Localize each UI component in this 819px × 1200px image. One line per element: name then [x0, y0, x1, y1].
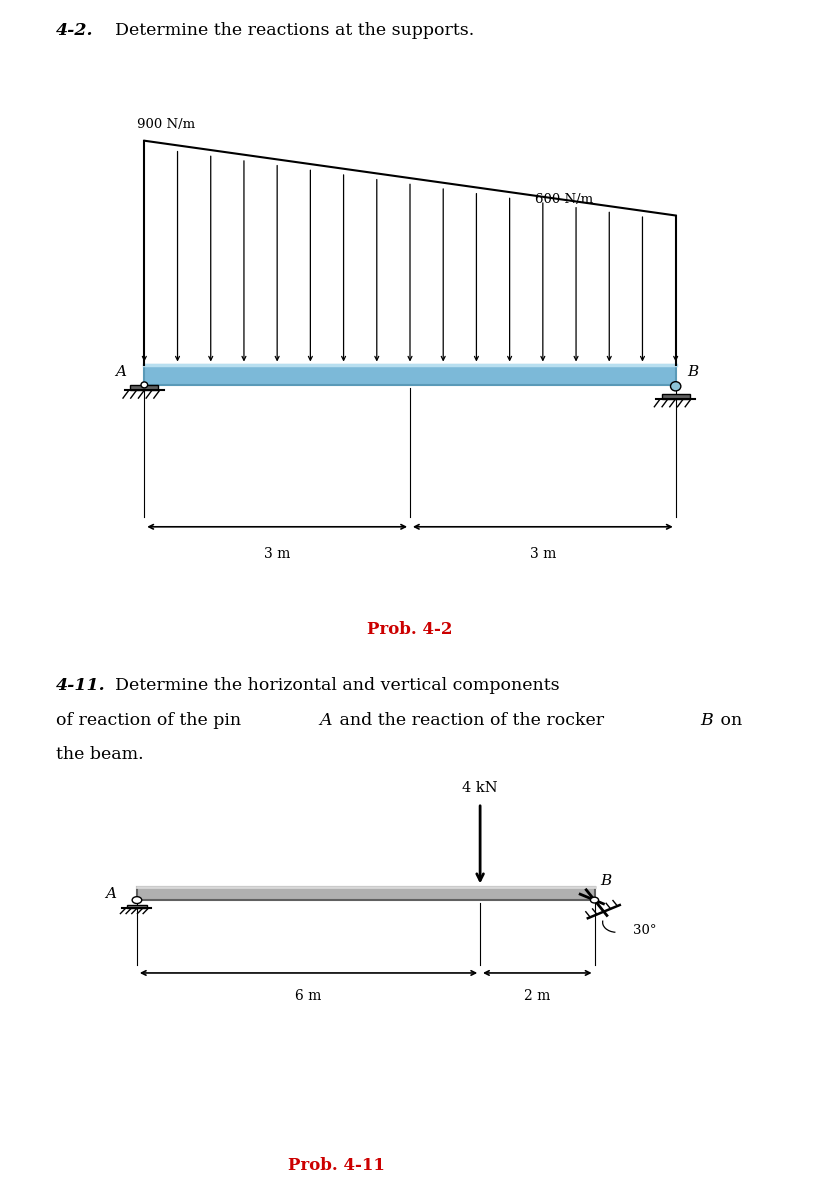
Text: A: A	[105, 887, 116, 901]
Text: Determine the reactions at the supports.: Determine the reactions at the supports.	[103, 22, 473, 38]
Text: on: on	[714, 712, 741, 728]
Text: B: B	[600, 875, 611, 888]
Text: the beam.: the beam.	[56, 746, 143, 763]
Text: B: B	[686, 365, 697, 379]
Text: 6 m: 6 m	[295, 989, 321, 1003]
Text: 2 m: 2 m	[523, 989, 550, 1003]
Circle shape	[590, 898, 598, 902]
Text: 3 m: 3 m	[264, 547, 290, 560]
Text: Prob. 4-11: Prob. 4-11	[287, 1157, 384, 1174]
FancyBboxPatch shape	[130, 385, 158, 390]
Text: 4-2.: 4-2.	[56, 22, 93, 38]
Text: B: B	[699, 712, 713, 728]
Text: 900 N/m: 900 N/m	[137, 118, 195, 131]
FancyBboxPatch shape	[137, 888, 594, 900]
Text: and the reaction of the rocker: and the reaction of the rocker	[334, 712, 609, 728]
Text: 4 kN: 4 kN	[462, 781, 497, 796]
Text: 30°: 30°	[632, 924, 655, 937]
Text: 3 m: 3 m	[529, 547, 555, 560]
Text: A: A	[115, 365, 126, 379]
Text: Prob. 4-2: Prob. 4-2	[367, 620, 452, 637]
Text: A: A	[319, 712, 331, 728]
Circle shape	[141, 382, 147, 388]
FancyBboxPatch shape	[144, 365, 675, 385]
Circle shape	[670, 382, 680, 391]
Text: 4-11.: 4-11.	[56, 677, 106, 695]
FancyBboxPatch shape	[126, 905, 147, 908]
FancyBboxPatch shape	[661, 394, 689, 398]
Text: Determine the horizontal and vertical components: Determine the horizontal and vertical co…	[104, 677, 559, 695]
Circle shape	[132, 896, 142, 904]
Text: 600 N/m: 600 N/m	[535, 192, 593, 205]
Text: of reaction of the pin: of reaction of the pin	[56, 712, 246, 728]
